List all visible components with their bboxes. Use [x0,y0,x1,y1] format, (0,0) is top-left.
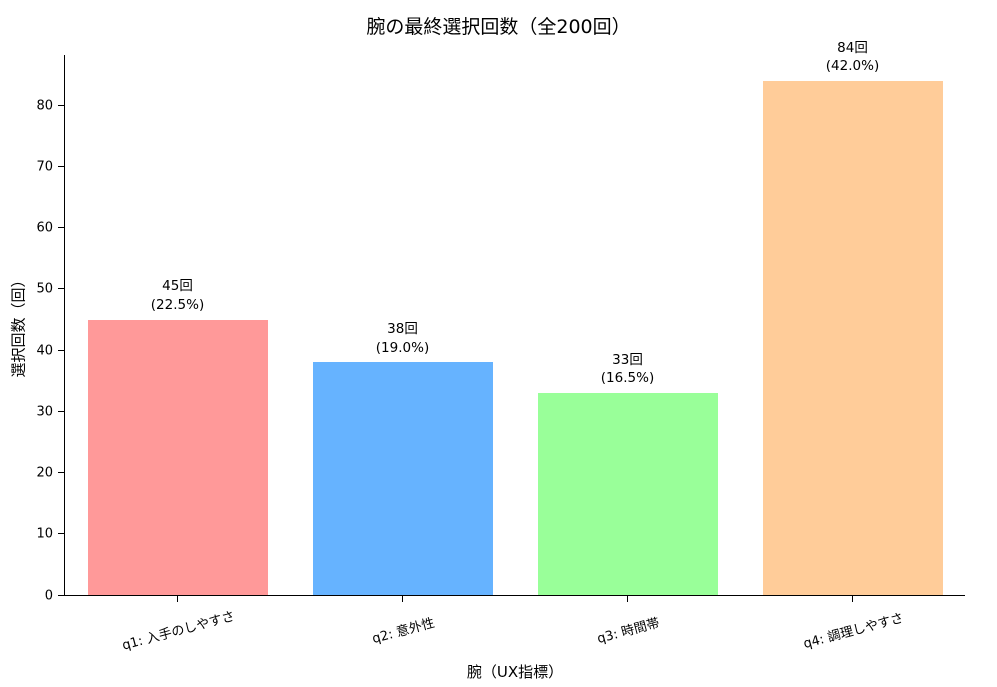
bar-value-label-line: (42.0%) [825,57,880,74]
x-tick-mark [177,596,178,602]
x-tick-label: q2: 意外性 [370,615,436,647]
bar [762,80,943,595]
x-tick-mark [402,596,403,602]
y-tick-mark [58,104,64,106]
bar-value-label-line: 45回 [162,278,193,295]
x-tick-label: q1: 入手のしやすさ [120,609,236,654]
y-tick-label: 70 [36,159,53,175]
plot-area [65,55,965,595]
bar [312,362,493,595]
y-tick-label: 40 [36,343,53,359]
y-tick-mark [58,227,64,229]
y-tick-mark [58,594,64,596]
bar-value-label-line: 84回 [837,39,868,56]
bar-value-label-line: 33回 [612,351,643,368]
y-tick-label: 20 [36,465,53,481]
bar [87,319,268,595]
x-axis-line [64,595,965,596]
y-tick-mark [58,410,64,412]
bar-value-label: 45回 (22.5%) [151,277,204,313]
bar-value-label-line: (22.5%) [150,296,205,313]
x-axis-label: 腕（UX指標） [466,663,564,681]
bar-value-label-line: (16.5%) [600,370,655,387]
y-tick-mark [58,349,64,351]
y-tick-label: 50 [36,281,53,297]
y-tick-mark [58,472,64,474]
y-tick-label: 60 [36,220,53,236]
bar-value-label-line: (19.0%) [375,339,430,356]
y-tick-label: 30 [36,404,53,420]
bar-value-label: 84回 (42.0%) [826,39,879,75]
y-tick-label: 10 [36,526,53,542]
bar-value-label: 33回 (16.5%) [601,351,654,387]
y-tick-mark [58,288,64,290]
y-tick-mark [58,165,64,167]
x-tick-mark [627,596,628,602]
y-tick-mark [58,533,64,535]
chart-title: 腕の最終選択回数（全200回） [366,16,631,38]
y-tick-label: 80 [36,98,53,114]
x-tick-label: q3: 時間帯 [595,615,661,647]
bar [537,392,718,595]
bar-value-label: 38回 (19.0%) [376,320,429,356]
bar-value-label-line: 38回 [387,321,418,338]
y-axis-line [64,55,65,596]
y-tick-label: 0 [44,588,53,603]
x-tick-mark [852,596,853,602]
x-tick-label: q4: 調理しやすさ [801,610,905,652]
